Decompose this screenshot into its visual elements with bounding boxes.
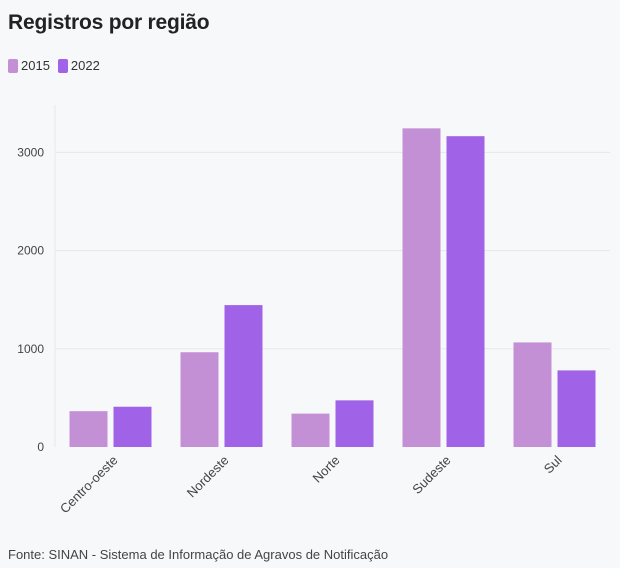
- y-tick-label-0: 0: [37, 440, 44, 454]
- bar-sudeste-2022: [446, 136, 485, 447]
- bar-sul-2022: [557, 370, 596, 447]
- bar-centro-oeste-2015: [69, 411, 108, 447]
- legend: 2015 2022: [8, 58, 108, 73]
- source-footer: Fonte: SINAN - Sistema de Informação de …: [8, 547, 389, 562]
- bar-norte-2022: [335, 400, 374, 447]
- legend-label-2022: 2022: [70, 58, 100, 73]
- x-tick-label-sul: Sul: [541, 452, 565, 476]
- bar-norte-2015: [291, 413, 330, 447]
- y-tick-label-2000: 2000: [17, 244, 44, 258]
- x-tick-label-centro-oeste: Centro-oeste: [57, 453, 121, 517]
- bar-centro-oeste-2022: [113, 406, 152, 447]
- legend-item-2015[interactable]: 2015: [8, 58, 50, 73]
- y-tick-label-3000: 3000: [17, 145, 44, 159]
- legend-swatch-2015: [8, 58, 18, 73]
- bar-nordeste-2015: [180, 352, 219, 447]
- bar-chart: 0 1000 2000 3000 Centro-oeste Nordeste Norte Su…: [17, 105, 610, 517]
- y-tick-label-1000: 1000: [17, 342, 44, 356]
- legend-item-2022[interactable]: 2022: [57, 58, 100, 73]
- bar-sudeste-2015: [402, 128, 441, 447]
- chart-title: Registros por região: [8, 11, 210, 34]
- bar-nordeste-2022: [224, 305, 263, 447]
- bar-sul-2015: [513, 342, 552, 447]
- x-tick-label-nordeste: Nordeste: [184, 453, 232, 501]
- x-tick-label-sudeste: Sudeste: [409, 453, 453, 497]
- x-tick-label-norte: Norte: [310, 453, 343, 486]
- legend-swatch-2022: [57, 58, 68, 73]
- legend-label-2015: 2015: [21, 58, 50, 73]
